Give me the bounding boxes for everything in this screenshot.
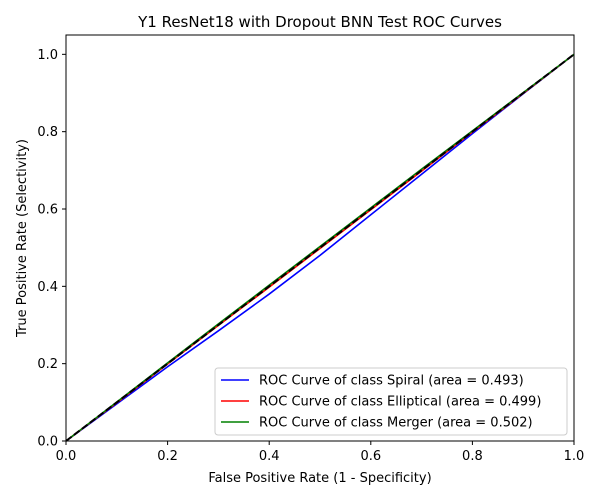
x-tick-label: 0.8 <box>462 449 483 464</box>
x-axis-label: False Positive Rate (1 - Specificity) <box>208 471 431 486</box>
chart-title: Y1 ResNet18 with Dropout BNN Test ROC Cu… <box>137 13 502 31</box>
y-tick-label: 0.6 <box>37 203 58 218</box>
x-tick-label: 0.2 <box>157 449 178 464</box>
x-tick-label: 1.0 <box>564 449 585 464</box>
legend-box <box>214 367 568 436</box>
chance-diagonal-line <box>65 53 575 442</box>
legend-label-0: ROC Curve of class Spiral (area = 0.493) <box>259 374 524 389</box>
legend-label-1: ROC Curve of class Elliptical (area = 0.… <box>259 395 541 410</box>
y-tick-label: 0.0 <box>37 435 58 450</box>
x-tick-label: 0.6 <box>360 449 381 464</box>
legend-label-2: ROC Curve of class Merger (area = 0.502) <box>259 416 533 431</box>
x-tick-label: 0.4 <box>259 449 280 464</box>
y-axis-label: True Positive Rate (Selectivity) <box>15 139 30 338</box>
y-axis: 0.0 0.2 0.4 0.6 0.8 1.0 <box>37 48 66 450</box>
x-tick-label: 0.0 <box>56 449 77 464</box>
legend: ROC Curve of class Spiral (area = 0.493)… <box>214 367 568 436</box>
series-layer <box>65 53 575 442</box>
legend-items: ROC Curve of class Spiral (area = 0.493)… <box>221 374 541 431</box>
y-tick-label: 0.4 <box>37 280 58 295</box>
y-tick-label: 0.2 <box>37 357 58 372</box>
y-tick-label: 1.0 <box>37 48 58 63</box>
y-tick-label: 0.8 <box>37 125 58 140</box>
plot-border <box>65 34 575 442</box>
series-line-0 <box>65 53 575 442</box>
x-axis: 0.0 0.2 0.4 0.6 0.8 1.0 <box>56 441 585 464</box>
